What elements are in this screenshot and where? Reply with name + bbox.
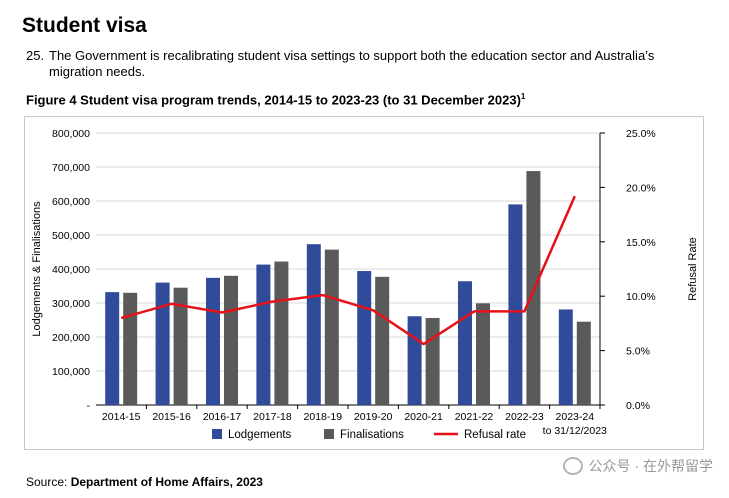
bar-finalisations: [576, 321, 591, 405]
bar-lodgements: [508, 204, 523, 405]
figure-footnote-marker: 1: [520, 92, 526, 101]
y-tick-label: 100,000: [52, 366, 90, 378]
figure-title-text: Figure 4 Student visa program trends, 20…: [26, 92, 521, 108]
y-tick-label: 400,000: [52, 264, 90, 276]
y-tick-label: 700,000: [52, 162, 90, 174]
x-tick-label: 2018-19: [304, 411, 343, 423]
x-tick-label: 2022-23: [505, 411, 544, 423]
source-label: Source:: [26, 475, 68, 489]
bar-finalisations: [224, 275, 238, 405]
y2-tick-label: 10.0%: [626, 291, 656, 303]
bar-lodgements: [306, 244, 321, 405]
bar-finalisations: [123, 292, 138, 405]
x-tick-label: 2020-21: [404, 411, 443, 423]
x-tick-label: 2019-20: [354, 411, 393, 423]
y-axis-label: Lodgements & Finalisations: [31, 201, 43, 337]
source-text: Department of Home Affairs, 2023: [70, 475, 263, 489]
legend-label-lodgements: Lodgements: [228, 429, 292, 441]
watermark: 公众号 · 在外帮留学: [562, 456, 713, 476]
source-note: Source: Department of Home Affairs, 2023: [26, 475, 263, 489]
refusal-rate-line: [120, 195, 576, 346]
bar-finalisations: [173, 287, 188, 405]
student-visa-chart: - 100,000 200,000 300,000 400,000 500,000 600,…: [24, 116, 704, 450]
y-tick-label: 600,000: [52, 196, 90, 208]
paragraph-number: 25.: [26, 48, 45, 63]
section-heading: Student visa: [22, 14, 147, 37]
x-tick-label: 2021-22: [455, 411, 494, 423]
x-tick-label: 2023-24: [556, 411, 595, 423]
watermark-text: 公众号 · 在外帮留学: [588, 458, 713, 474]
bar-finalisations: [274, 261, 289, 405]
x-tick-label: 2014-15: [102, 411, 141, 423]
bar-lodgements: [206, 277, 220, 405]
x-tick-label: 2016-17: [203, 411, 242, 423]
bar-finalisations: [375, 276, 390, 405]
y-tick-label: 500,000: [52, 230, 90, 242]
chat-bubble-icon: [562, 457, 583, 475]
x-tick-sublabel: to 31/12/2023: [543, 425, 607, 437]
paragraph: 25. The Government is recalibrating stud…: [26, 48, 666, 80]
bar-lodgements: [105, 292, 120, 405]
y2-axis-label: Refusal Rate: [687, 237, 699, 301]
bar-finalisations: [476, 303, 490, 405]
bar-lodgements: [256, 264, 271, 405]
x-tick-label: 2017-18: [253, 411, 292, 423]
paragraph-text: The Government is recalibrating student …: [49, 48, 655, 79]
y2-tick-label: 25.0%: [626, 128, 656, 140]
legend-label-refusal-rate: Refusal rate: [464, 429, 526, 441]
bar-lodgements: [458, 281, 472, 405]
y-tick-label: 800,000: [52, 128, 90, 140]
bar-lodgements: [357, 271, 372, 405]
y2-tick-label: 5.0%: [626, 346, 650, 358]
y2-tick-label: 20.0%: [626, 182, 656, 194]
y-tick-label: 200,000: [52, 332, 90, 344]
figure-title: Figure 4 Student visa program trends, 20…: [26, 92, 525, 107]
x-tick-label: 2015-16: [152, 411, 191, 423]
bar-finalisations: [425, 317, 440, 405]
bar-finalisations: [324, 249, 339, 405]
chart-frame: [24, 116, 704, 450]
legend-swatch-finalisations: [324, 429, 334, 439]
y-tick-label: -: [87, 400, 91, 412]
bar-lodgements: [407, 316, 422, 405]
legend-label-finalisations: Finalisations: [340, 429, 404, 441]
bar-lodgements: [558, 309, 573, 405]
y2-tick-label: 0.0%: [626, 400, 650, 412]
y2-tick-label: 15.0%: [626, 237, 656, 249]
y-tick-label: 300,000: [52, 298, 90, 310]
bar-lodgements: [155, 282, 170, 405]
legend-swatch-lodgements: [212, 429, 222, 439]
